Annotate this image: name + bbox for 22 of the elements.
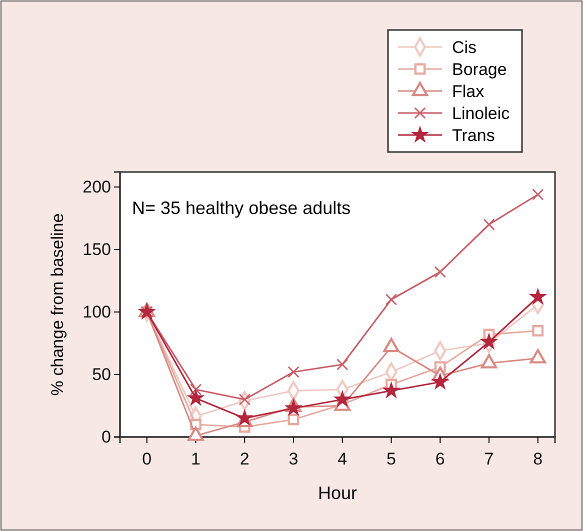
y-tick-label: 50 <box>92 364 111 384</box>
legend-label: Borage <box>452 60 507 79</box>
legend-label: Linoleic <box>452 104 510 123</box>
legend-label: Trans <box>452 126 495 145</box>
x-tick-label: 0 <box>142 450 152 469</box>
x-tick-label: 6 <box>435 450 445 469</box>
x-tick-label: 4 <box>338 450 348 469</box>
legend-label: Flax <box>452 82 485 101</box>
y-tick-label: 200 <box>82 177 111 196</box>
legend-label: Cis <box>452 38 477 57</box>
y-tick-label: 150 <box>82 240 111 259</box>
x-tick-label: 8 <box>533 450 543 469</box>
x-tick-label: 3 <box>288 450 298 469</box>
x-tick-label: 5 <box>386 450 396 469</box>
x-axis-title: Hour <box>318 483 358 503</box>
x-tick-label: 7 <box>484 450 494 469</box>
x-tick-label: 1 <box>191 450 200 469</box>
y-tick-label: 100 <box>82 302 111 322</box>
annotation: N= 35 healthy obese adults <box>132 198 351 218</box>
y-tick-label: 0 <box>102 427 111 446</box>
x-tick-label: 2 <box>240 450 250 469</box>
y-axis-title: % change from baseline <box>48 213 67 396</box>
